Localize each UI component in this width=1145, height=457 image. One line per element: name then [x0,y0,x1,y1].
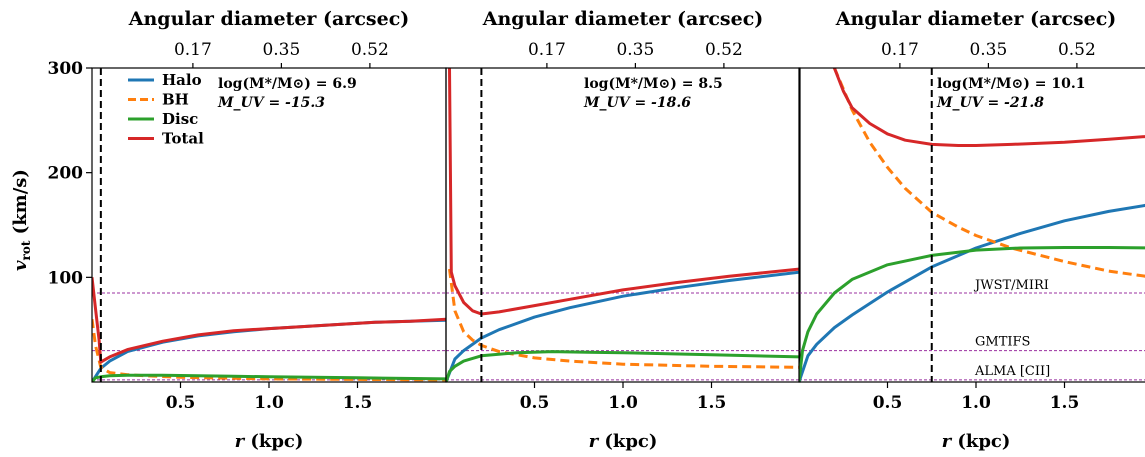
top-tick-label: 0.17 [174,40,212,60]
top-tick-label: 0.17 [881,40,919,60]
panel-3: JWST/MIRI GMTIFS ALMA [CII] 0.5 1.0 1.5 r (kpc… [798,8,1145,452]
y-tick-label: 100 [48,268,84,288]
legend-label-halo: Halo [162,71,202,89]
y-axis-label-sub: rot [19,240,33,260]
series-line-total [92,277,446,364]
x-axis-label: r (kpc) [589,431,658,452]
legend-label-disc: Disc [162,110,198,128]
reference-line-label: GMTIFS [975,335,1030,350]
series-line-total [833,68,1145,147]
x-tick-label: 1.5 [343,393,373,413]
series-line-total [448,68,800,316]
top-tick-label: 0.52 [1058,40,1096,60]
y-tick-label: 200 [48,164,84,184]
series-line-disc [799,246,1145,382]
svg-text:vrot (km/s): vrot (km/s) [10,169,33,271]
top-tick-label: 0.35 [262,40,300,60]
top-tick-label: 0.52 [705,40,743,60]
legend-label-bh: BH [162,91,189,109]
top-tick-label: 0.35 [969,40,1007,60]
y-axis-label: vrot (km/s) [10,169,33,271]
series-line-halo [446,270,800,382]
panels: 0.5 1.0 1.5 r (kpc) 100 200 300 0.17 0.35 0.52 Ang… [48,8,1145,452]
top-axis-label: Angular diameter (arcsec) [482,8,764,30]
top-tick-label: 0.52 [351,40,389,60]
x-axis-label: r (kpc) [235,431,304,452]
annotation-stellar-mass: log(M*/M⊙) = 10.1 [937,76,1085,92]
reference-line-label: ALMA [CII] [974,364,1050,379]
x-axis-label-main: r [942,431,953,452]
top-tick-label: 0.35 [616,40,654,60]
annotation-stellar-mass: log(M*/M⊙) = 6.9 [218,76,357,92]
series-line-bh [448,268,800,369]
x-axis-label-main: r [235,431,246,452]
x-tick-label: 1.5 [1050,393,1080,413]
top-axis-label: Angular diameter (arcsec) [835,8,1117,30]
x-tick-label: 0.5 [873,393,903,413]
series-line-halo [799,203,1145,382]
series-line-disc [446,350,800,382]
y-tick-label: 300 [48,59,84,79]
legend-label-total: Total [162,130,204,148]
y-axis-label-main: v [10,260,31,271]
series-line-disc [92,373,446,382]
panel-1: 0.5 1.0 1.5 r (kpc) 100 200 300 0.17 0.35 0.52 Ang… [48,8,447,452]
x-tick-label: 1.5 [697,393,727,413]
x-axis-label-unit: (kpc) [951,431,1010,452]
x-axis-label-unit: (kpc) [244,431,303,452]
reference-line-label: JWST/MIRI [973,278,1049,293]
panel-frame [91,67,447,383]
x-tick-label: 1.0 [254,393,284,413]
panel-2: 0.5 1.0 1.5 r (kpc) 0.17 0.35 0.52 Angular diam… [445,8,801,452]
panel-frame [445,67,801,383]
x-axis-label: r (kpc) [942,431,1011,452]
annotation-muv: M_UV = -18.6 [583,95,691,111]
top-tick-label: 0.17 [528,40,566,60]
x-axis-label-main: r [589,431,600,452]
x-axis-label-unit: (kpc) [598,431,657,452]
annotation-stellar-mass: log(M*/M⊙) = 8.5 [584,76,723,92]
annotation-muv: M_UV = -21.8 [936,95,1044,111]
x-tick-label: 1.0 [961,393,991,413]
x-tick-label: 1.0 [608,393,638,413]
panel-frame [798,67,1145,383]
y-axis-label-unit: (km/s) [10,169,31,241]
x-tick-label: 0.5 [520,393,550,413]
top-axis-label: Angular diameter (arcsec) [128,8,410,30]
annotation-muv: M_UV = -15.3 [217,95,325,111]
x-tick-label: 0.5 [166,393,196,413]
